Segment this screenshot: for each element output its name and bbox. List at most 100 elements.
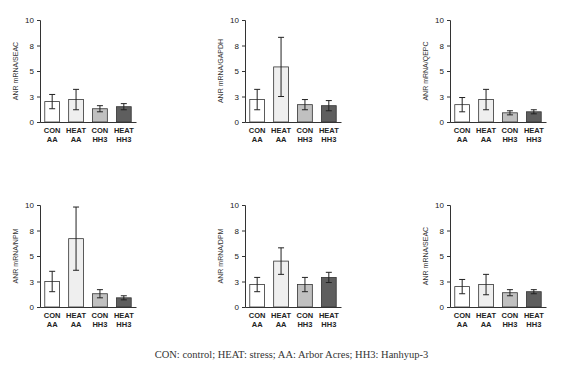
y-tick-mark bbox=[37, 122, 40, 123]
y-tick-mark bbox=[447, 46, 450, 47]
error-cap bbox=[459, 293, 465, 294]
y-tick-mark bbox=[242, 307, 245, 308]
x-tick: HEATAA bbox=[271, 122, 291, 144]
y-tick: 3 bbox=[440, 93, 450, 102]
error-cap bbox=[73, 207, 79, 208]
figure: 0 3 5 8 10 ANR mRNA/SEAC CONAA HEATAA CONHH3 HEAT… bbox=[0, 0, 583, 371]
y-tick-label: 5 bbox=[235, 252, 240, 261]
y-tick-mark bbox=[242, 231, 245, 232]
y-axis-line bbox=[242, 206, 246, 308]
error-stem bbox=[533, 290, 534, 294]
error-bar bbox=[326, 272, 332, 282]
y-tick-mark bbox=[242, 20, 245, 21]
error-cap bbox=[49, 108, 55, 109]
error-cap bbox=[507, 114, 513, 115]
error-bar bbox=[507, 290, 513, 296]
error-cap bbox=[326, 282, 332, 283]
x-tick: HEATHH3 bbox=[524, 307, 544, 329]
y-tick-mark bbox=[447, 282, 450, 283]
y-tick-mark bbox=[37, 282, 40, 283]
error-bar bbox=[483, 274, 489, 294]
y-tick-mark bbox=[242, 46, 245, 47]
y-tick-label: 0 bbox=[235, 303, 240, 312]
y-tick-mark bbox=[242, 71, 245, 72]
y-tick-label: 5 bbox=[440, 67, 445, 76]
x-axis-line bbox=[246, 307, 342, 308]
panel: 035810ANR mRNA/DPMCONAAHEATAACONHH3HEATH… bbox=[217, 201, 342, 329]
error-cap bbox=[121, 299, 127, 300]
x-tick: HEATAA bbox=[66, 307, 86, 329]
y-tick-label: 0 bbox=[235, 118, 240, 127]
y-tick-mark bbox=[447, 71, 450, 72]
x-tick: HEATAA bbox=[476, 122, 496, 144]
y-tick-mark bbox=[242, 205, 245, 206]
x-tick-label: CONHH3 bbox=[297, 126, 314, 144]
y-tick-label: 8 bbox=[440, 227, 445, 236]
y-tick-label: 3 bbox=[30, 93, 35, 102]
y-axis-title: ANR mRNA/SEAC bbox=[422, 227, 429, 285]
error-stem bbox=[281, 37, 282, 96]
y-axis: 035810 bbox=[435, 16, 450, 127]
error-bar bbox=[483, 89, 489, 109]
y-tick: 5 bbox=[30, 67, 40, 76]
x-tick-label: HEATAA bbox=[66, 126, 86, 144]
y-tick: 8 bbox=[440, 42, 450, 51]
error-stem bbox=[281, 248, 282, 275]
x-tick-label: CONAA bbox=[454, 311, 471, 329]
y-axis-title: ANR mRNA/NPM bbox=[12, 228, 19, 283]
x-axis-line bbox=[451, 307, 547, 308]
panel: 035810ANR mRNA/GAPDHCONAAHEATAACONHH3HEA… bbox=[217, 16, 342, 144]
plot-area bbox=[250, 248, 336, 307]
error-bar bbox=[278, 248, 284, 275]
error-cap bbox=[97, 105, 103, 106]
error-stem bbox=[328, 272, 329, 282]
error-cap bbox=[531, 113, 537, 114]
y-tick: 10 bbox=[435, 201, 450, 210]
error-cap bbox=[49, 271, 55, 272]
y-axis-title: ANR mRNA/GAPDH bbox=[217, 39, 224, 103]
error-bar bbox=[531, 290, 537, 294]
error-cap bbox=[531, 109, 537, 110]
x-tick: CONAA bbox=[249, 307, 266, 329]
y-tick: 8 bbox=[235, 227, 245, 236]
x-tick: HEATAA bbox=[476, 307, 496, 329]
error-cap bbox=[97, 297, 103, 298]
x-axis-line bbox=[246, 122, 342, 123]
y-tick-label: 5 bbox=[30, 67, 35, 76]
y-tick-label: 8 bbox=[235, 227, 240, 236]
y-tick-label: 3 bbox=[235, 278, 240, 287]
y-tick: 5 bbox=[235, 67, 245, 76]
y-tick: 3 bbox=[30, 93, 40, 102]
error-stem bbox=[123, 104, 124, 110]
error-cap bbox=[254, 109, 260, 110]
error-bar bbox=[73, 89, 79, 109]
y-tick-label: 0 bbox=[30, 118, 35, 127]
y-tick: 3 bbox=[235, 278, 245, 287]
y-tick-label: 3 bbox=[440, 93, 445, 102]
x-tick-label: HEATAA bbox=[271, 126, 291, 144]
error-bar bbox=[459, 279, 465, 293]
error-cap bbox=[326, 272, 332, 273]
y-tick: 10 bbox=[435, 16, 450, 25]
panel: 035810ANR mRNA/SEACCONAAHEATAACONHH3HEAT… bbox=[422, 201, 547, 329]
error-bar bbox=[73, 207, 79, 270]
x-tick: CONAA bbox=[44, 122, 61, 144]
x-tick: HEATAA bbox=[66, 122, 86, 144]
x-tick: CONAA bbox=[249, 122, 266, 144]
error-bar bbox=[459, 98, 465, 112]
x-axis: CONAAHEATAACONHH3HEATHH3 bbox=[451, 307, 547, 329]
error-cap bbox=[507, 289, 513, 290]
plot-area bbox=[45, 89, 131, 122]
error-cap bbox=[254, 291, 260, 292]
y-axis-title: ANR mRNA/QEPC bbox=[422, 41, 430, 100]
error-stem bbox=[99, 290, 100, 298]
y-axis: 035810 bbox=[25, 16, 40, 127]
y-axis-line bbox=[447, 21, 451, 123]
y-tick-mark bbox=[242, 122, 245, 123]
error-cap bbox=[278, 247, 284, 248]
y-tick-label: 8 bbox=[440, 42, 445, 51]
error-bar bbox=[278, 37, 284, 96]
x-tick: CONHH3 bbox=[297, 307, 314, 329]
error-cap bbox=[483, 294, 489, 295]
bar bbox=[526, 292, 541, 307]
